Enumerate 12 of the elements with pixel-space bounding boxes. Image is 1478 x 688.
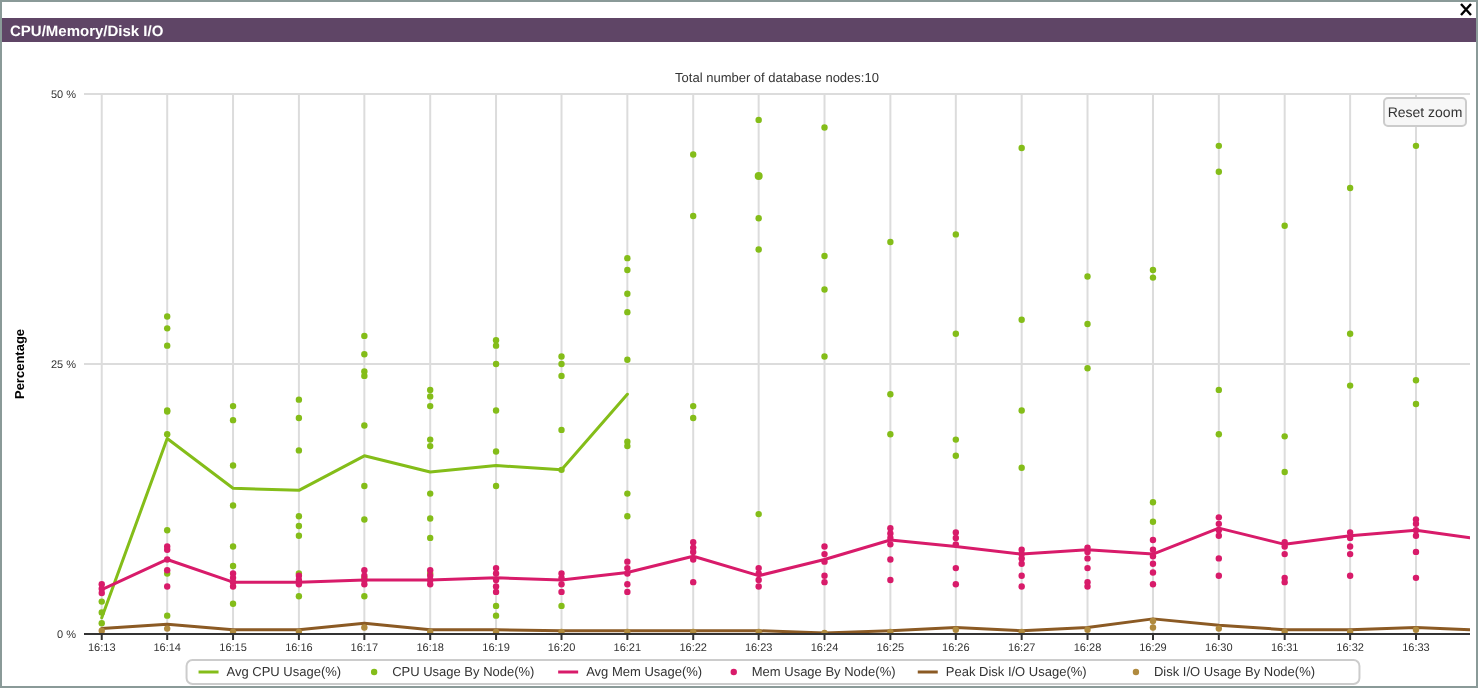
point <box>361 624 368 631</box>
point <box>754 172 763 181</box>
line-series <box>100 617 1470 634</box>
point <box>1084 626 1091 633</box>
point <box>558 628 565 634</box>
point <box>1149 624 1157 631</box>
point <box>1215 625 1223 632</box>
point <box>98 627 105 634</box>
point <box>164 625 171 632</box>
point <box>1412 626 1420 633</box>
point <box>1149 617 1157 625</box>
point <box>952 626 960 633</box>
